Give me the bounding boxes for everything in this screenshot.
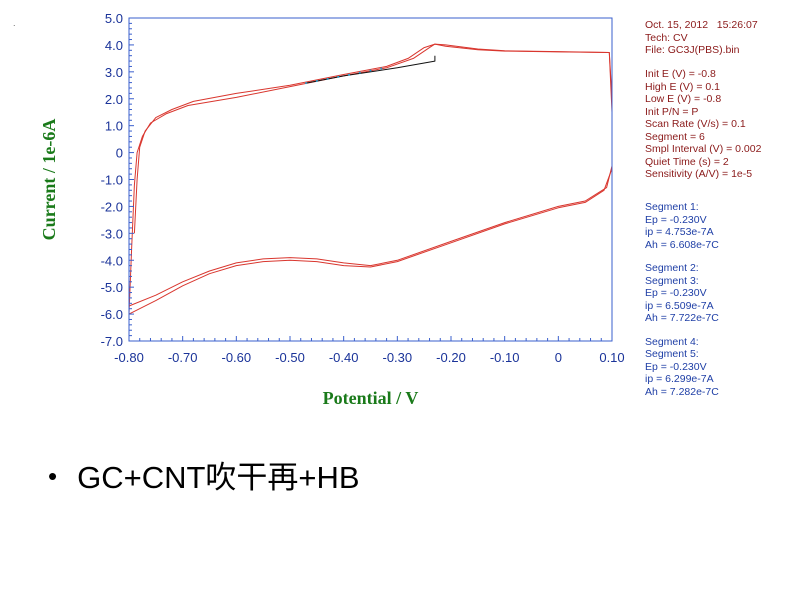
x-tick-label: -0.50 (275, 350, 305, 365)
bullet-dot: • (48, 461, 58, 491)
segment-line: Segment 3: (645, 274, 699, 287)
y-tick-label: 1.0 (105, 119, 123, 134)
segment-line: ip = 6.299e-7A (645, 373, 714, 385)
run-parameters: Init E (V) = -0.8 High E (V) = 0.1 Low E (… (645, 68, 761, 181)
segment-line: Ah = 7.722e-7C (645, 312, 719, 324)
y-tick-label: 2.0 (105, 92, 123, 107)
x-tick-label: -0.40 (329, 350, 359, 365)
info-param-line: Init P/N = P (645, 105, 699, 118)
y-tick-label: -6.0 (101, 307, 123, 322)
plot-frame (128, 17, 613, 342)
bullet-text: GC+CNT吹干再+HB (77, 460, 360, 495)
y-tick-label: 0 (116, 146, 123, 161)
info-param-line: Sensitivity (A/V) = 1e-5 (645, 168, 753, 180)
y-tick-label: -4.0 (101, 253, 123, 268)
segment-block: Segment 1: Ep = -0.230V ip = 4.753e-7A Ah =… (645, 201, 719, 251)
info-header-line: File: GC3J(PBS).bin (645, 44, 740, 56)
scan-marker (369, 69, 372, 72)
segment-line: Ah = 6.608e-7C (645, 238, 719, 251)
segment-results: Segment 1: Ep = -0.230V ip = 4.753e-7A Ah =… (645, 201, 719, 409)
info-param-line: Quiet Time (s) = 2 (645, 155, 729, 168)
info-param-line: Smpl Interval (V) = 0.002 (645, 143, 762, 155)
y-tick-label: -3.0 (101, 226, 123, 241)
segment-block: Segment 4: Segment 5: Ep = -0.230V ip = 6.2… (645, 336, 719, 399)
scan-marker (326, 77, 329, 80)
corner-mark: . (13, 18, 16, 28)
scan-marker (380, 67, 383, 70)
segment-line: ip = 4.753e-7A (645, 226, 714, 238)
scan-marker (305, 82, 308, 85)
scan-marker (348, 73, 351, 76)
scan-marker (315, 80, 318, 83)
segment-line: Segment 4: (645, 335, 699, 348)
x-tick-label: -0.60 (222, 350, 252, 365)
info-header-line: Tech: CV (645, 31, 688, 44)
info-param-line: Scan Rate (V/s) = 0.1 (645, 118, 746, 130)
segment-line: Ah = 7.282e-7C (645, 385, 719, 398)
cv-curve-2 (128, 43, 613, 315)
y-tick-label: -5.0 (101, 280, 123, 295)
y-tick-label: -2.0 (101, 199, 123, 214)
segment-block: Segment 2: Segment 3: Ep = -0.230V ip = 6.5… (645, 262, 719, 325)
info-param-line: Init E (V) = -0.8 (645, 68, 716, 80)
y-tick-label: -7.0 (101, 334, 123, 349)
run-info-header: Oct. 15, 2012 15:26:07 Tech: CV File: GC3J… (645, 19, 758, 57)
segment-line: Ep = -0.230V (645, 287, 707, 299)
scan-marker (358, 71, 361, 74)
segment-line: Ep = -0.230V (645, 360, 707, 373)
x-tick-label: 0.10 (599, 350, 624, 365)
segment-line: Segment 5: (645, 348, 699, 360)
y-tick-label: 4.0 (105, 38, 123, 53)
segment-line: ip = 6.509e-7A (645, 299, 714, 312)
segment-line: Ep = -0.230V (645, 213, 707, 226)
info-header-line: Oct. 15, 2012 15:26:07 (645, 19, 758, 31)
x-tick-label: -0.70 (168, 350, 198, 365)
x-tick-label: 0 (555, 350, 562, 365)
info-param-line: High E (V) = 0.1 (645, 80, 720, 93)
segment-line: Segment 2: (645, 262, 699, 274)
scan-marker (337, 75, 340, 78)
slide-bullet: • GC+CNT吹干再+HB (48, 452, 360, 497)
x-tick-label: -0.10 (490, 350, 520, 365)
info-param-line: Low E (V) = -0.8 (645, 93, 722, 105)
x-tick-label: -0.30 (383, 350, 413, 365)
cv-curve-3 (306, 55, 436, 84)
y-axis-label: Current / 1e-6A (39, 119, 59, 241)
segment-line: Segment 1: (645, 201, 699, 213)
cv-chart: -0.80 -0.70 -0.60 -0.50 -0.40 -0.30 -0.20 -0.10… (39, 11, 625, 408)
x-tick-label: -0.80 (114, 350, 144, 365)
y-tick-label: 5.0 (105, 11, 123, 26)
info-param-line: Segment = 6 (645, 130, 705, 143)
x-tick-label: -0.20 (436, 350, 466, 365)
x-axis-label: Potential / V (323, 388, 419, 408)
y-tick-label: -1.0 (101, 173, 123, 188)
y-tick-label: 3.0 (105, 65, 123, 80)
